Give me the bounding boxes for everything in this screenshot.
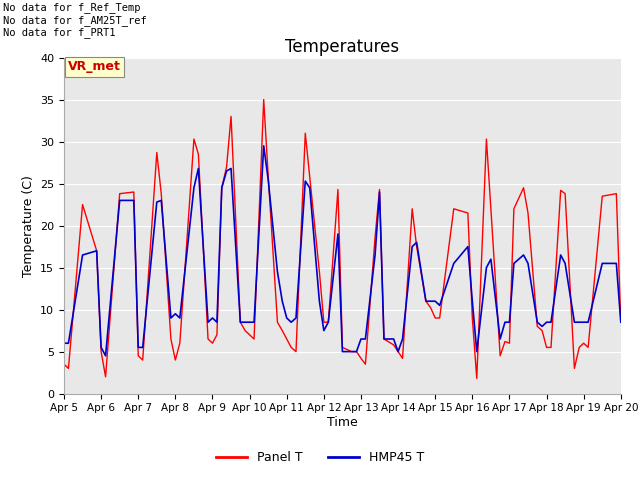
HMP45 T bbox=[167, 315, 175, 321]
Panel T bbox=[473, 375, 481, 381]
HMP45 T bbox=[102, 353, 109, 359]
Panel T bbox=[362, 361, 369, 367]
Title: Temperatures: Temperatures bbox=[285, 38, 399, 56]
HMP45 T bbox=[320, 328, 328, 334]
HMP45 T bbox=[60, 340, 68, 346]
Panel T bbox=[575, 345, 583, 350]
Panel T bbox=[316, 269, 323, 275]
Legend: Panel T, HMP45 T: Panel T, HMP45 T bbox=[211, 446, 429, 469]
Panel T bbox=[237, 319, 244, 325]
Y-axis label: Temperature (C): Temperature (C) bbox=[22, 175, 35, 276]
HMP45 T bbox=[371, 252, 379, 258]
Panel T bbox=[617, 319, 625, 325]
HMP45 T bbox=[617, 319, 625, 325]
Text: No data for f_Ref_Temp
No data for f_AM25T_ref
No data for f_PRT1: No data for f_Ref_Temp No data for f_AM2… bbox=[3, 2, 147, 38]
Panel T bbox=[353, 348, 360, 354]
X-axis label: Time: Time bbox=[327, 416, 358, 429]
HMP45 T bbox=[241, 319, 249, 325]
HMP45 T bbox=[357, 336, 365, 342]
Panel T bbox=[260, 97, 268, 103]
Text: VR_met: VR_met bbox=[68, 60, 121, 73]
HMP45 T bbox=[575, 319, 583, 325]
Panel T bbox=[157, 191, 165, 197]
Line: Panel T: Panel T bbox=[64, 100, 621, 378]
HMP45 T bbox=[260, 143, 268, 149]
Line: HMP45 T: HMP45 T bbox=[64, 146, 621, 356]
Panel T bbox=[60, 361, 68, 367]
